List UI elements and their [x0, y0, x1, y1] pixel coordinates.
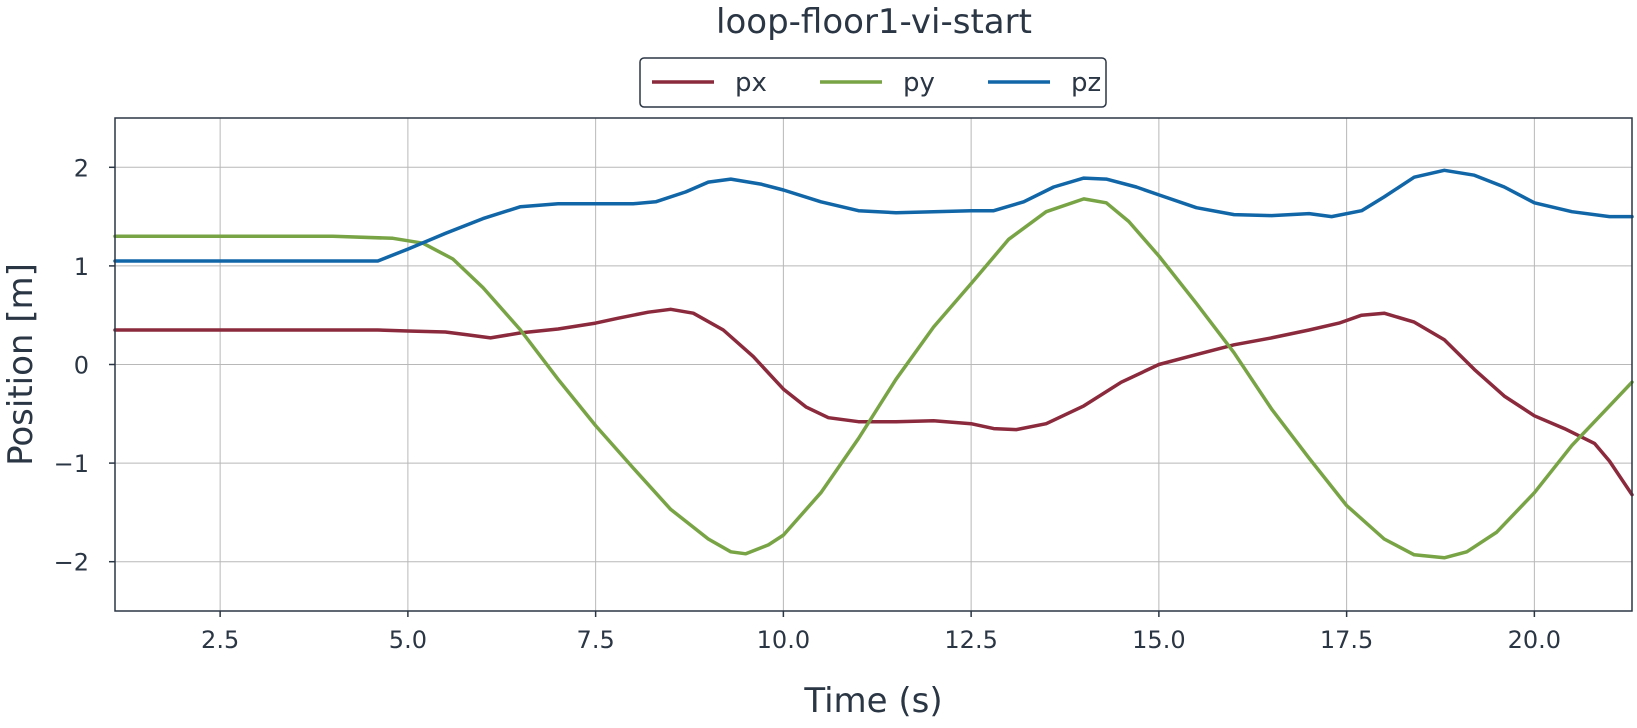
series-line-px: [113, 307, 1634, 497]
series-line-py: [113, 197, 1634, 560]
series-line-pz: [113, 168, 1634, 263]
x-tick-label: 20.0: [1508, 626, 1561, 654]
y-tick-label: −2: [54, 549, 89, 577]
x-axis-ticks: 2.5 5.0 7.5 10.0 12.5 15.0 17.5 20.0: [201, 611, 1561, 654]
y-tick-label: 2: [74, 154, 89, 182]
chart-title: loop-floor1-vi-start: [716, 2, 1032, 42]
x-tick-label: 12.5: [944, 626, 997, 654]
x-tick-label: 15.0: [1132, 626, 1185, 654]
y-axis-label: Position [m]: [1, 263, 41, 466]
grid: [115, 118, 1632, 611]
x-tick-label: 10.0: [757, 626, 810, 654]
y-axis-ticks: 2 1 0 −1 −2: [54, 154, 115, 577]
y-tick-label: 1: [74, 253, 89, 281]
legend: px py pz: [639, 57, 1107, 108]
x-tick-label: 17.5: [1320, 626, 1373, 654]
x-tick-label: 5.0: [389, 626, 427, 654]
legend-label-py: py: [903, 68, 935, 98]
x-tick-label: 2.5: [201, 626, 239, 654]
y-tick-label: 0: [74, 352, 89, 380]
legend-label-pz: pz: [1071, 68, 1101, 98]
legend-label-px: px: [735, 68, 767, 98]
series-lines: [113, 168, 1634, 560]
x-tick-label: 7.5: [577, 626, 615, 654]
x-axis-label: Time (s): [803, 681, 942, 721]
y-tick-label: −1: [54, 450, 89, 478]
